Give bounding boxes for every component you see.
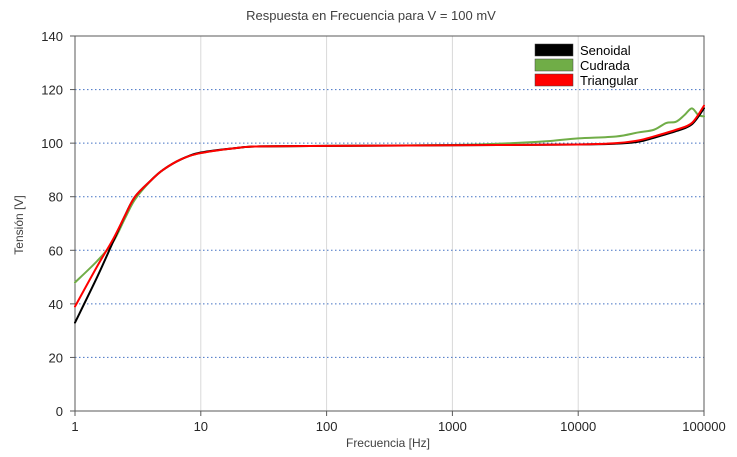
legend-label-cudrada: Cudrada [580, 58, 631, 73]
y-tick-label: 120 [41, 83, 63, 98]
x-tick-label: 100000 [682, 419, 725, 434]
legend-label-triangular: Triangular [580, 73, 639, 88]
y-tick-label: 40 [49, 297, 63, 312]
x-axis-title: Frecuencia [Hz] [346, 436, 430, 450]
x-tick-label: 1 [71, 419, 78, 434]
y-axis-title: Tensión [V] [12, 195, 26, 254]
legend-swatch-cudrada [534, 58, 574, 72]
x-tick-label: 100 [316, 419, 338, 434]
x-tick-label: 1000 [438, 419, 467, 434]
legend-swatch-triangular [534, 73, 574, 87]
x-tick-label: 10000 [560, 419, 596, 434]
y-tick-label: 80 [49, 190, 63, 205]
y-tick-label: 60 [49, 243, 63, 258]
axes: 1 10 100 1000 10000 100000 0 20 40 60 80 100 120 140 [41, 29, 725, 434]
plot-frame [74, 35, 705, 412]
legend-swatch-senoidal [534, 43, 574, 57]
legend-label-senoidal: Senoidal [580, 43, 631, 58]
y-tick-label: 0 [56, 404, 63, 419]
series-line-triangular [74, 104, 705, 308]
x-tick-label: 10 [194, 419, 208, 434]
chart-title: Respuesta en Frecuencia para V = 100 mV [246, 8, 496, 23]
y-tick-label: 140 [41, 29, 63, 44]
series-lines [74, 104, 705, 324]
y-tick-label: 20 [49, 350, 63, 365]
y-tick-label: 100 [41, 136, 63, 151]
